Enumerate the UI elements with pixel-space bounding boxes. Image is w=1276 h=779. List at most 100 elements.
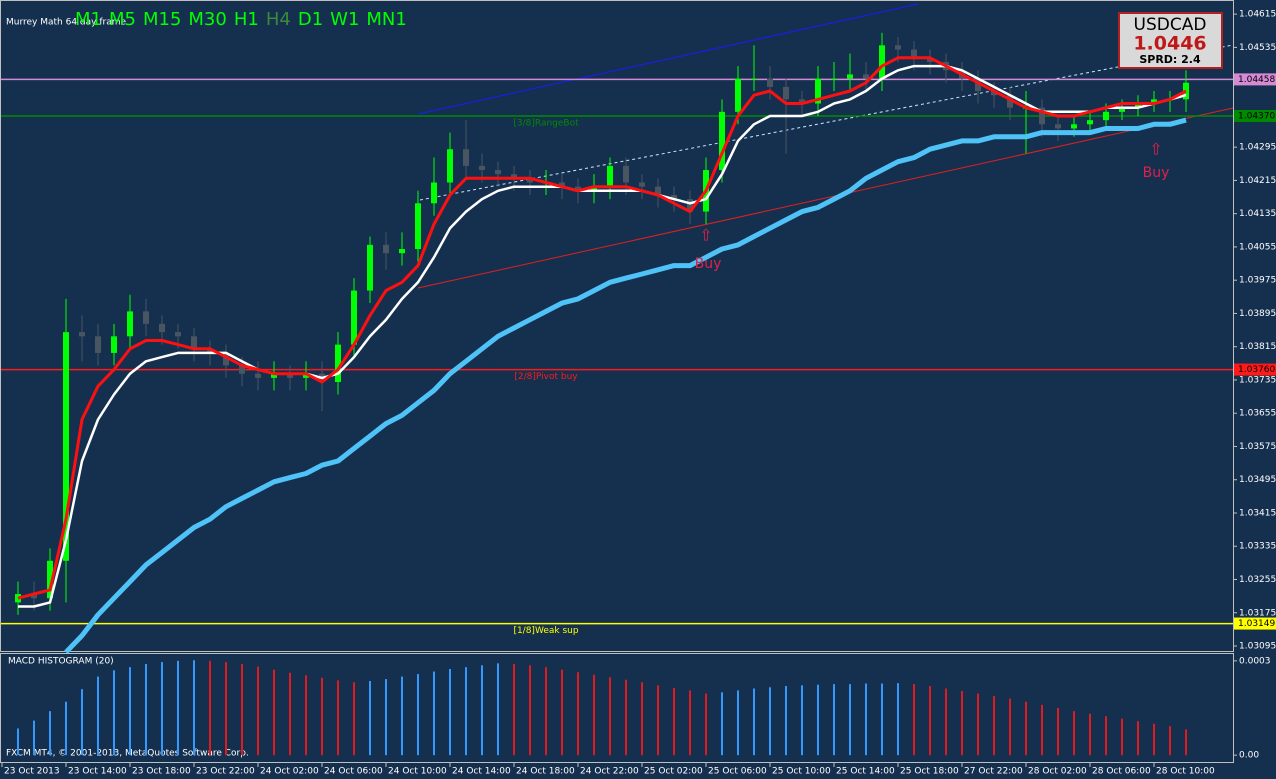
y-tick-label: 1.03495 [1239, 475, 1276, 485]
candle-body [1055, 124, 1061, 129]
candle-body [623, 165, 629, 183]
buy-arrow: ⇧ [699, 226, 712, 245]
level-tag [1234, 109, 1276, 122]
quote-box [1118, 12, 1223, 69]
bid-price: 1.0446 [1133, 33, 1206, 55]
indicator-pane-border [0, 653, 1234, 763]
level-tag [1234, 617, 1276, 630]
x-tick-label: 25 Oct 10:00 [772, 767, 831, 777]
x-tick-label: 28 Oct 06:00 [1092, 767, 1151, 777]
candle-body [495, 170, 501, 175]
x-tick-label: 24 Oct 10:00 [388, 767, 447, 777]
timeframe-button[interactable]: MN1 [366, 9, 406, 30]
candle-body [191, 336, 197, 349]
symbol: USDCAD [1134, 15, 1207, 35]
y-tick-label: 1.04215 [1239, 176, 1276, 186]
candle-body [143, 311, 149, 324]
candle-body [911, 49, 917, 58]
x-tick-label: 24 Oct 02:00 [260, 767, 319, 777]
candle-body [1135, 103, 1141, 108]
timeframe-button[interactable]: M30 [188, 9, 226, 30]
candle-body [1087, 120, 1093, 125]
x-tick-label: 24 Oct 06:00 [324, 767, 383, 777]
copyright: FXCM MT4, © 2001-2013, MetaQuotes Softwa… [6, 749, 249, 759]
main-pane-border [0, 0, 1234, 652]
timeframe-button[interactable]: W1 [330, 9, 359, 30]
plot [1, 32, 1233, 654]
candle-body [1103, 111, 1109, 121]
timeframe-button[interactable]: M15 [143, 9, 181, 30]
timeframe-button[interactable]: M5 [109, 9, 136, 30]
x-tick-label: 25 Oct 06:00 [708, 767, 767, 777]
x-tick-label: 24 Oct 22:00 [580, 767, 639, 777]
x-tick-label: 25 Oct 18:00 [900, 767, 959, 777]
level-name: [2/8]Pivot buy [514, 372, 578, 382]
candle-body [287, 373, 293, 378]
candle-body [975, 78, 981, 92]
candle-body [303, 373, 309, 378]
timeframe-bar: M1 M5 M15 M30 H1 H4 D1 W1 MN1 [75, 9, 407, 30]
y-tick-label: 1.03655 [1239, 409, 1276, 419]
y-tick-label: 1.03255 [1239, 575, 1276, 585]
candle-body [447, 149, 453, 183]
candle-body [687, 199, 693, 212]
candle-body [351, 290, 357, 345]
y-tick-label: 1.04615 [1239, 10, 1276, 20]
indicator-title: Murrey Math 64 day frame [6, 18, 126, 28]
candle-body [463, 149, 469, 166]
candle-body [335, 344, 341, 383]
y-tick-label: 0.00 [1239, 751, 1259, 761]
x-tick-label: 23 Oct 14:00 [68, 767, 127, 777]
candle-body [719, 111, 725, 171]
candle-body [751, 78, 757, 80]
channel-line [417, 3, 919, 115]
timeframe-button[interactable]: H1 [234, 9, 259, 30]
x-tick-label: 24 Oct 18:00 [516, 767, 575, 777]
candle-body [431, 182, 437, 204]
candle-body [575, 186, 581, 191]
candle-body [479, 165, 485, 171]
candle-body [223, 352, 229, 366]
y-tick-label: 1.04135 [1239, 209, 1276, 219]
x-tick-label: 23 Oct 18:00 [132, 767, 191, 777]
y-tick-label: 0.0003 [1239, 656, 1271, 666]
level-label: 1.04370 [1238, 111, 1275, 121]
candle-body [207, 348, 213, 353]
candle-body [991, 91, 997, 96]
y-tick-label: 1.03415 [1239, 508, 1276, 518]
level-tag [1234, 363, 1276, 376]
candle-body [271, 373, 277, 378]
timeframe-button[interactable]: M1 [75, 9, 102, 30]
candle-body [591, 186, 597, 191]
y-tick-label: 1.03895 [1239, 309, 1276, 319]
moving-average [64, 117, 1187, 654]
candle-body [671, 194, 677, 200]
candle-body [559, 182, 565, 187]
candle-body [863, 74, 869, 79]
indicator-title: MACD HISTOGRAM (20) [8, 657, 114, 667]
candle-body [79, 332, 85, 337]
candle-body [383, 244, 389, 254]
candle-body [1119, 107, 1125, 112]
x-tick-label: 25 Oct 14:00 [836, 767, 895, 777]
level-name: [1/8]Weak sup [513, 626, 578, 636]
candle-body [799, 99, 805, 104]
candle-body [127, 311, 133, 337]
x-tick-label: 24 Oct 14:00 [452, 767, 511, 777]
candle-body [527, 178, 533, 183]
y-tick-label: 1.03575 [1239, 442, 1276, 452]
y-tick-label: 1.03335 [1239, 542, 1276, 552]
moving-average [17, 56, 1187, 600]
candle-body [783, 86, 789, 100]
timeframe-button[interactable]: H4 [266, 9, 291, 30]
x-tick-label: 25 Oct 02:00 [644, 767, 703, 777]
y-tick-label: 1.03095 [1239, 642, 1276, 652]
candle-body [159, 323, 165, 333]
y-tick-label: 1.03975 [1239, 276, 1276, 286]
candle-body [655, 186, 661, 195]
timeframe-button[interactable]: D1 [298, 9, 323, 30]
y-tick-label: 1.03815 [1239, 342, 1276, 352]
candle-body [1151, 99, 1157, 104]
